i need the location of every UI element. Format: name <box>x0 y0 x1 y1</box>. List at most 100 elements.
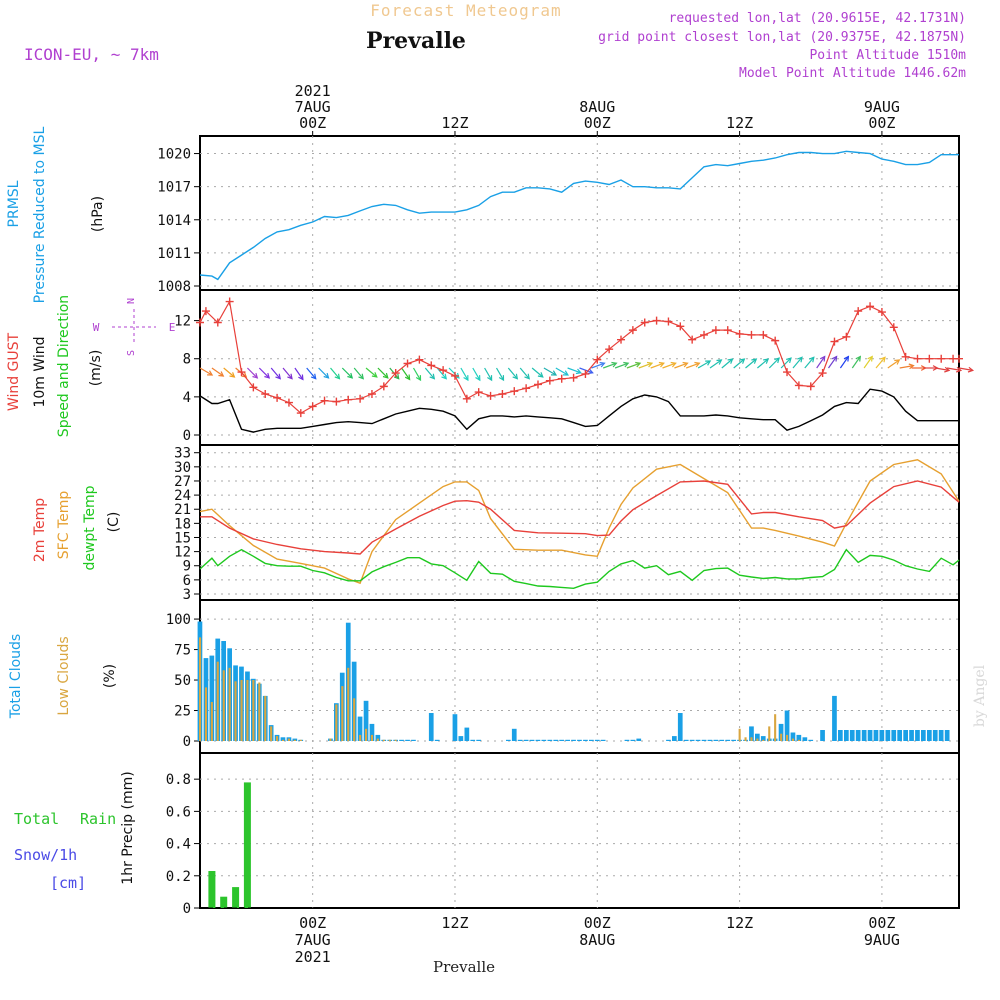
wind-arrow-head <box>463 375 469 382</box>
wind-gust-marker <box>439 366 448 375</box>
wind-arrow <box>650 362 665 369</box>
total-cloud-bar <box>683 739 689 741</box>
pressure-label-prmsl: PRMSL <box>6 180 22 227</box>
wind-arrow-head <box>682 361 689 368</box>
wind-gust-marker <box>759 330 768 339</box>
total-cloud-bar <box>506 739 511 741</box>
wind-arrow <box>733 358 745 369</box>
wind-arrow-head <box>956 366 963 373</box>
wind-arrow-head <box>575 368 582 375</box>
wind-arrow <box>294 367 304 380</box>
total-cloud-bar <box>470 739 476 741</box>
low-cloud-bar <box>258 682 261 741</box>
wind-arrow-head <box>441 373 448 380</box>
wind-gust-marker <box>462 394 471 403</box>
low-cloud-bar <box>335 704 338 741</box>
wind-arrow-head <box>562 370 569 376</box>
total-cloud-bar <box>511 728 517 741</box>
low-cloud-bar <box>216 661 219 741</box>
total-cloud-bar <box>796 734 802 741</box>
wind-arrow-head <box>498 375 505 382</box>
wind-arrow <box>780 357 792 369</box>
wind-arrow-head <box>323 372 330 379</box>
low-cloud-bar <box>756 738 759 741</box>
wind-arrow <box>484 367 493 381</box>
wind-arrow-head <box>855 355 862 362</box>
total-cloud-bar <box>594 739 600 741</box>
wind-arrow-head <box>347 372 354 379</box>
total-cloud-bar <box>636 738 642 741</box>
low-cloud-bar <box>276 736 279 741</box>
wind-arrow-head <box>487 375 493 382</box>
low-cloud-bar <box>750 737 753 741</box>
temp-label-2m: 2m Temp <box>32 498 48 562</box>
wind-arrow-head <box>404 374 411 381</box>
wind-gust-marker <box>747 330 756 339</box>
compass-west: W <box>93 321 100 334</box>
wind-arrow <box>614 362 629 369</box>
wind-gust-marker <box>581 369 590 378</box>
wind-gust-marker <box>225 297 234 306</box>
wind-arrow-head <box>611 361 618 368</box>
wind-arrow <box>401 367 411 380</box>
wind-gust-marker <box>889 323 898 332</box>
wind-gust-marker <box>711 326 720 335</box>
low-cloud-bar <box>264 695 267 741</box>
cloud-ytick-label: 100 <box>166 612 191 628</box>
wind-arrow-head <box>537 372 544 378</box>
total-cloud-bar <box>778 723 784 741</box>
top-time-label: 7AUG <box>295 98 331 116</box>
wind-arrow-head <box>763 358 770 364</box>
temp-frame <box>199 444 960 601</box>
low-cloud-bar <box>780 733 783 741</box>
wind-arrow-head <box>512 373 519 380</box>
total-cloud-bar <box>672 736 677 741</box>
cloud-unit: (%) <box>102 664 118 688</box>
wind-arrow <box>899 365 914 369</box>
low-cloud-bar <box>222 670 225 741</box>
wind-arrow <box>495 367 505 381</box>
wind-arrow-head <box>599 361 606 368</box>
total-cloud-bar <box>855 730 861 741</box>
wind-arrow-head <box>967 366 975 373</box>
low-cloud-bar <box>797 739 800 741</box>
precip-label-cm: [cm] <box>50 874 86 892</box>
wind-arrow <box>935 367 950 371</box>
pressure-frame <box>199 135 960 291</box>
low-cloud-bar <box>252 680 255 741</box>
total-cloud-bar <box>517 739 523 741</box>
total-cloud-bar <box>760 736 766 741</box>
wind-arrows <box>199 355 975 382</box>
wind-arrow-head <box>808 356 815 363</box>
total-cloud-bar <box>577 739 582 741</box>
wind-arrow-head <box>908 363 915 370</box>
wind-arrow-head <box>429 373 436 380</box>
wind-arrow <box>341 367 353 379</box>
wind-arrow <box>839 356 849 369</box>
wind-ytick-label: 12 <box>174 314 191 330</box>
wind-arrow-head <box>658 361 665 368</box>
total-cloud-bar <box>405 739 410 741</box>
wind-gust-marker <box>332 397 341 406</box>
wind-gust-marker <box>854 307 863 316</box>
pressure-label-msl: Pressure Reduced to MSL <box>32 126 48 303</box>
wind-unit: (m/s) <box>88 350 104 387</box>
low-cloud-bar <box>768 726 771 741</box>
cloud-ytick-label: 0 <box>183 734 191 750</box>
wind-ytick-label: 0 <box>183 428 191 444</box>
low-cloud-bar <box>365 728 368 741</box>
wind-gust-marker <box>955 354 963 363</box>
total-cloud-bar <box>583 739 588 741</box>
model-label: ICON-EU, ~ 7km <box>24 45 159 64</box>
wind-gust-marker <box>557 374 566 383</box>
wind-gust-marker <box>866 302 875 311</box>
wind-arrow <box>318 367 329 379</box>
pressure-ytick-label: 1020 <box>157 147 191 163</box>
wind-gust-marker <box>735 329 744 338</box>
wind-gust-marker <box>818 369 827 378</box>
wind-arrow <box>875 356 886 369</box>
temp-ytick-label: 24 <box>174 488 191 504</box>
precip-label-total: Total <box>14 810 59 828</box>
wind-ytick-label: 4 <box>183 390 191 406</box>
temp-ytick-label: 27 <box>174 474 191 490</box>
